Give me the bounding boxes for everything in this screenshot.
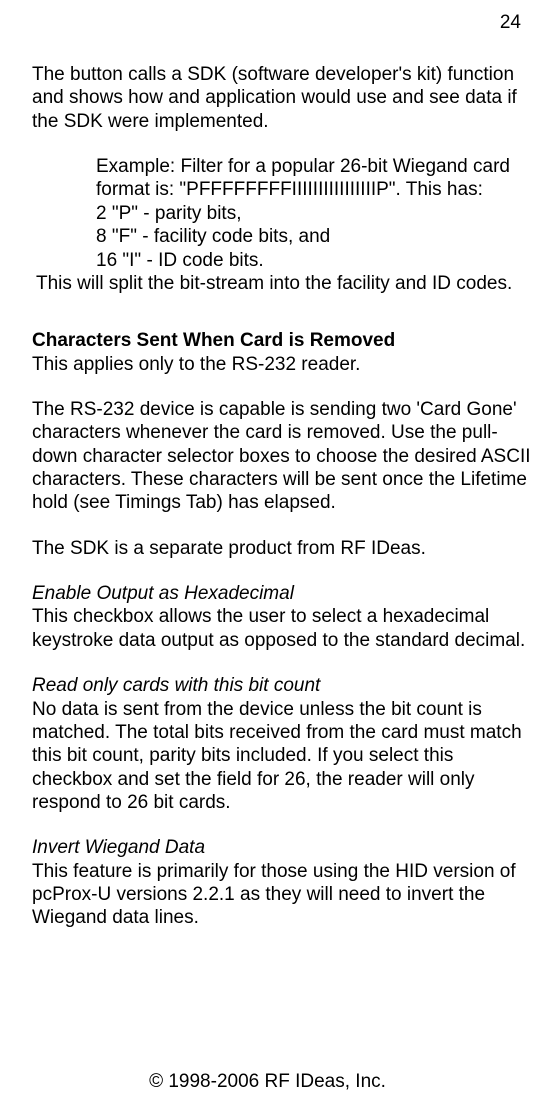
example-line-3: 8 "F" - facility code bits, and (96, 225, 535, 248)
sub2-body: No data is sent from the device unless t… (32, 698, 535, 815)
document-body: The button calls a SDK (software develop… (0, 23, 535, 930)
subheading-bitcount: Read only cards with this bit count (32, 674, 535, 697)
example-closing: This will split the bit-stream into the … (32, 272, 535, 295)
spacer (32, 560, 535, 582)
subheading-invert: Invert Wiegand Data (32, 836, 535, 859)
spacer (32, 652, 535, 674)
page-number: 24 (500, 12, 521, 34)
section1-p1: This applies only to the RS-232 reader. (32, 353, 535, 376)
example-line-4: 16 "I" - ID code bits. (96, 249, 535, 272)
document-page: 24 The button calls a SDK (software deve… (0, 0, 535, 1113)
spacer (32, 515, 535, 537)
sub1-body: This checkbox allows the user to select … (32, 605, 535, 652)
spacer (32, 295, 535, 329)
example-line-1: Example: Filter for a popular 26-bit Wie… (96, 155, 535, 202)
spacer (32, 814, 535, 836)
example-line-2: 2 "P" - parity bits, (96, 202, 535, 225)
section1-p3: The SDK is a separate product from RF ID… (32, 537, 535, 560)
sub3-body: This feature is primarily for those usin… (32, 860, 535, 930)
spacer (32, 376, 535, 398)
section-heading-chars-removed: Characters Sent When Card is Removed (32, 329, 535, 352)
section1-p2: The RS-232 device is capable is sending … (32, 398, 535, 515)
subheading-hex: Enable Output as Hexadecimal (32, 582, 535, 605)
example-block: Example: Filter for a popular 26-bit Wie… (32, 155, 535, 272)
footer-copyright: © 1998-2006 RF IDeas, Inc. (0, 1071, 535, 1093)
paragraph-intro: The button calls a SDK (software develop… (32, 63, 535, 133)
